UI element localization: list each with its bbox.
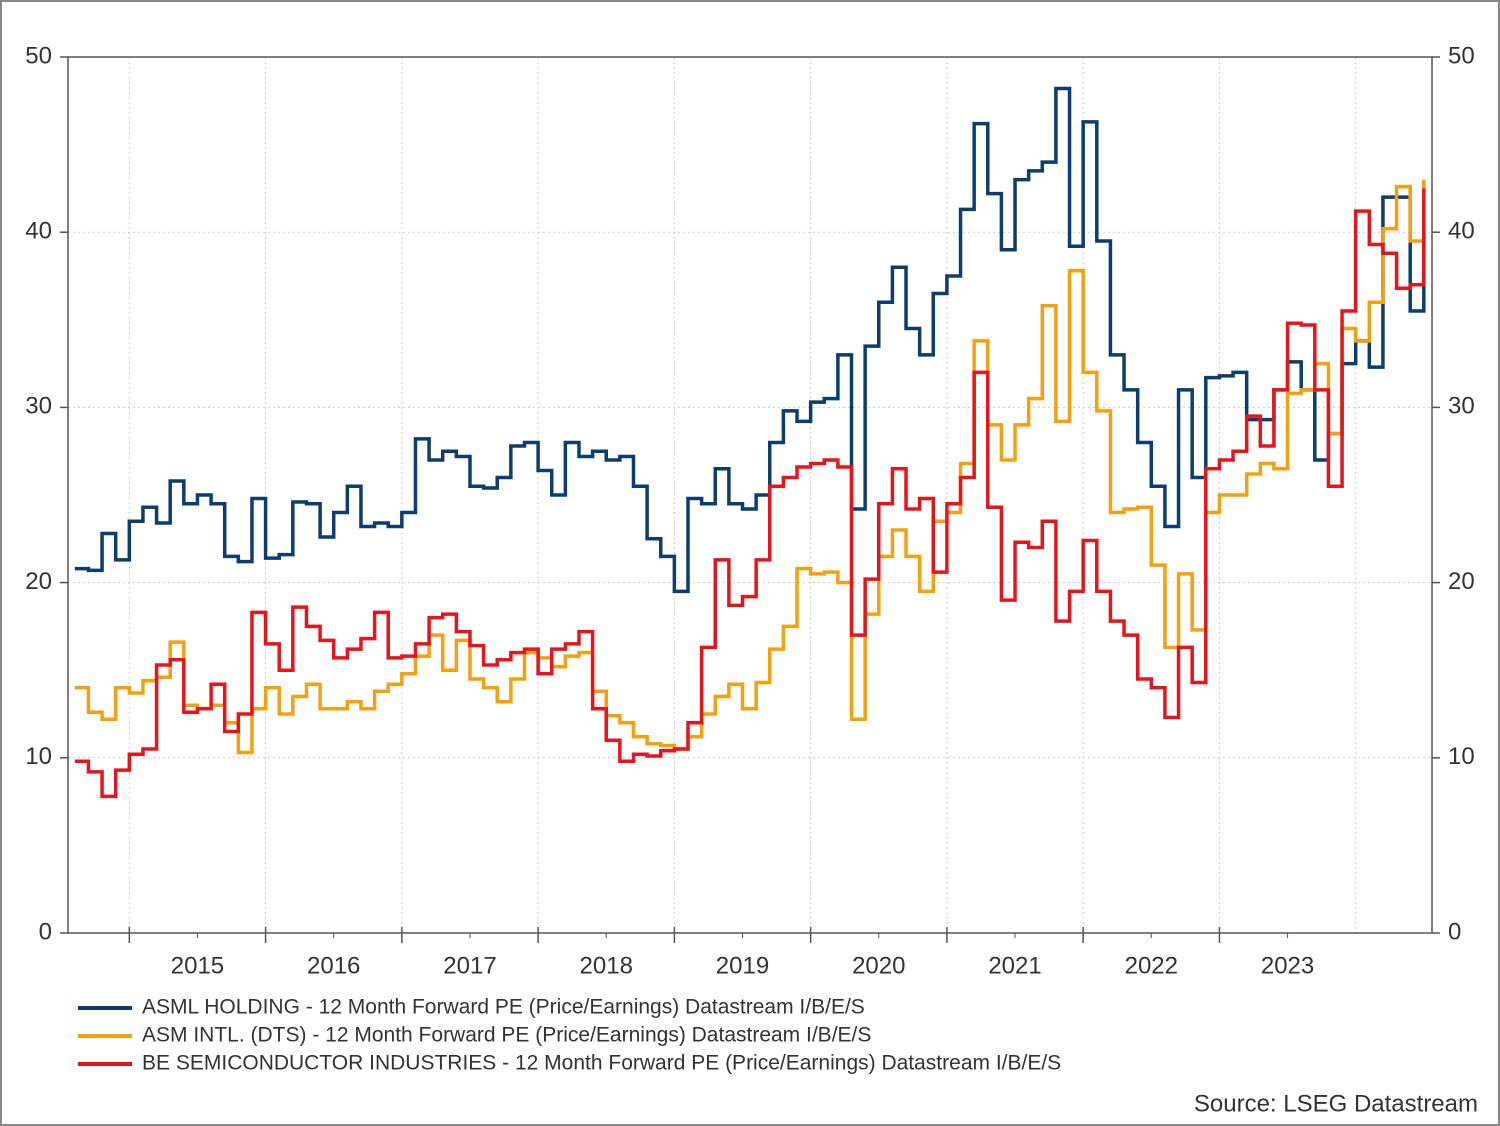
y2-tick-label: 30 (1448, 393, 1475, 420)
legend-label: ASML HOLDING - 12 Month Forward PE (Pric… (142, 996, 865, 1019)
y-tick-label: 40 (25, 218, 52, 245)
y-tick-label: 10 (25, 743, 52, 770)
y2-tick-label: 10 (1448, 743, 1475, 770)
x-tick-label: 2023 (1261, 952, 1314, 979)
plot-area (67, 56, 1433, 934)
y2-tick-label: 0 (1448, 918, 1461, 945)
legend-label: BE SEMICONDUCTOR INDUSTRIES - 12 Month F… (142, 1052, 1061, 1075)
source: Source: LSEG Datastream (1194, 1090, 1478, 1117)
y-tick-label: 30 (25, 393, 52, 420)
x-tick-label: 2017 (443, 952, 496, 979)
x-tick-label: 2021 (988, 952, 1041, 979)
y2-tick-label: 20 (1448, 568, 1475, 595)
series-line (74, 86, 1426, 594)
y-tick-label: 0 (39, 918, 52, 945)
x-tick-label: 2019 (716, 952, 769, 979)
x-tick-label: 2016 (307, 952, 360, 979)
y2-tick-label: 40 (1448, 218, 1475, 245)
x-tick-label: 2020 (852, 952, 905, 979)
legend-label: ASM INTL. (DTS) - 12 Month Forward PE (P… (142, 1024, 871, 1047)
y-tick-label: 20 (25, 568, 52, 595)
y2-tick-label: 50 (1448, 42, 1475, 69)
x-tick-label: 2018 (580, 952, 633, 979)
x-tick-label: 2022 (1125, 952, 1178, 979)
series-line (74, 179, 1426, 755)
series-line (74, 188, 1426, 799)
y-tick-label: 50 (25, 42, 52, 69)
x-tick-label: 2015 (171, 952, 224, 979)
